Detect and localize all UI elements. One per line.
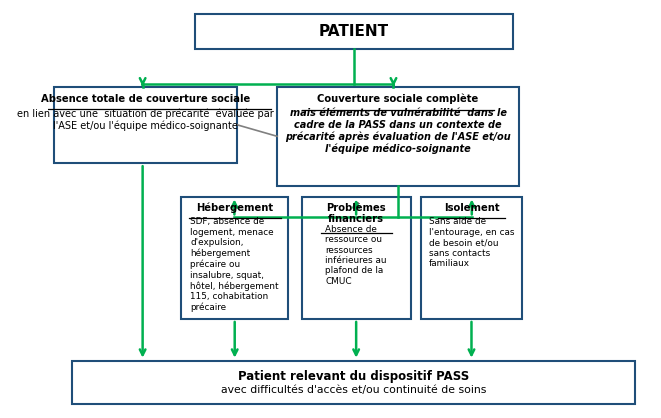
Text: Absence de
ressource ou
ressources
inférieures au
plafond de la
CMUC: Absence de ressource ou ressources infér… [325,225,387,286]
FancyBboxPatch shape [194,14,513,49]
Text: avec difficultés d'accès et/ou continuité de soins: avec difficultés d'accès et/ou continuit… [221,385,486,395]
Text: Isolement: Isolement [444,203,499,213]
FancyBboxPatch shape [421,196,522,319]
FancyBboxPatch shape [181,196,288,319]
Text: Hébergement: Hébergement [196,203,273,213]
Text: Absence totale de couverture sociale: Absence totale de couverture sociale [41,94,251,104]
Text: Problèmes
financiers: Problèmes financiers [327,203,386,224]
Text: en lien avec une  situation de précarité  évaluée par
l'ASE et/ou l'équipe médic: en lien avec une situation de précarité … [17,108,274,131]
FancyBboxPatch shape [277,87,519,186]
Text: Patient relevant du dispositif PASS: Patient relevant du dispositif PASS [238,370,469,383]
FancyBboxPatch shape [301,196,410,319]
FancyBboxPatch shape [54,87,237,163]
Text: mais éléments de vulnérabilité  dans le
cadre de la PASS dans un contexte de
pré: mais éléments de vulnérabilité dans le c… [285,108,511,154]
Text: SDF, absence de
logement, menace
d'expulsion,
hébergement
précaire ou
insalubre,: SDF, absence de logement, menace d'expul… [190,217,279,312]
Text: PATIENT: PATIENT [319,24,389,39]
FancyBboxPatch shape [72,361,635,404]
Text: Sans aide de
l'entourage, en cas
de besoin et/ou
sans contacts
familiaux: Sans aide de l'entourage, en cas de beso… [429,217,514,268]
Text: Couverture sociale complète: Couverture sociale complète [317,94,479,104]
